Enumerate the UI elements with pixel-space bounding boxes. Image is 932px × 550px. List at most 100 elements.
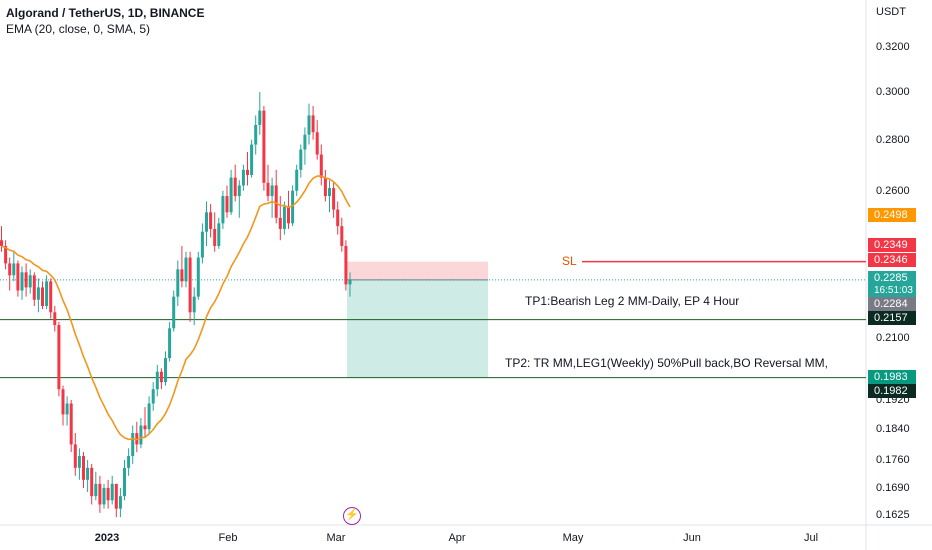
candle-down: [180, 269, 184, 282]
candle-down: [53, 312, 57, 326]
price-tick-label: 0.1625: [876, 509, 910, 521]
candle-up: [86, 467, 90, 480]
candle-up: [28, 275, 32, 288]
candle-down: [311, 115, 315, 133]
candle-up: [147, 403, 151, 430]
candle-up: [348, 279, 352, 285]
candle-down: [344, 245, 348, 285]
candle-up: [217, 223, 221, 246]
candle-down: [336, 209, 340, 227]
candle-up: [254, 124, 258, 145]
candle-down: [8, 263, 12, 276]
candle-up: [196, 257, 200, 297]
candle-up: [20, 272, 24, 291]
candle-down: [114, 483, 118, 509]
price-tick-label: 0.2800: [876, 133, 910, 146]
chart-title: Algorand / TetherUS, 1D, BINANCE: [6, 6, 205, 20]
time-tick-label: Mar: [326, 532, 346, 544]
price-tick-label: 0.1840: [876, 423, 910, 436]
candle-down: [233, 177, 237, 197]
price-tick-label: 0.1760: [876, 453, 910, 466]
candle-down: [143, 425, 147, 430]
price-tick-label: 0.2100: [876, 332, 910, 345]
candle-down: [315, 132, 319, 155]
ema-line: [1, 175, 351, 441]
candle-down: [24, 272, 28, 288]
candle-down: [332, 188, 336, 210]
stop-loss-zone: [347, 261, 488, 280]
candle-up: [299, 149, 303, 170]
candle-down: [32, 275, 36, 300]
candle-up: [36, 287, 40, 300]
ema-price-badge: 0.2498: [868, 208, 916, 222]
candle-up: [110, 483, 114, 501]
candle-up: [118, 496, 122, 509]
candle-down: [246, 169, 249, 175]
candle-down: [0, 240, 3, 246]
candle-up: [176, 269, 180, 297]
last-price-value: 0.2285: [874, 272, 908, 284]
candle-up: [250, 144, 254, 175]
candle-up: [307, 115, 311, 135]
sl-price-badge: 0.2346: [868, 253, 916, 267]
candle-up: [102, 487, 106, 505]
candle-down: [266, 182, 270, 197]
price-tick-label: 0.3000: [876, 86, 910, 98]
candle-down: [98, 483, 102, 505]
tp1-annotation: TP1:Bearish Leg 2 MM-Daily, EP 4 Hour: [525, 294, 740, 308]
candle-up: [291, 190, 295, 224]
candle-down: [340, 226, 344, 246]
candle-up: [172, 296, 176, 329]
last-price-badge: 0.2285 16:51:03: [868, 271, 916, 297]
candle-down: [278, 217, 282, 229]
candle-down: [73, 444, 77, 468]
candle-up: [139, 425, 143, 445]
candle-down: [16, 263, 20, 291]
candle-up: [155, 371, 159, 390]
candle-down: [159, 371, 163, 383]
candle-up: [123, 467, 126, 497]
candle-up: [205, 212, 208, 232]
price-tick-label: 0.1690: [876, 481, 910, 494]
price-tick-label: 0.2600: [876, 184, 910, 197]
candle-up: [192, 296, 196, 313]
tp1-price-badge: 0.2157: [868, 311, 916, 325]
time-tick-label: Jun: [683, 532, 701, 544]
candle-down: [90, 467, 94, 497]
lightning-icon[interactable]: ⚡: [343, 507, 361, 525]
candle-up: [45, 281, 49, 306]
tp2-alt-price-badge: 0.1982: [868, 384, 916, 398]
candle-down: [225, 196, 229, 213]
time-tick-label: May: [562, 532, 584, 544]
candle-up: [151, 389, 155, 404]
time-tick-label: 2023: [94, 532, 120, 544]
take-profit-zone: [347, 279, 488, 378]
candle-up: [127, 456, 131, 468]
time-tick-label: Jul: [803, 532, 819, 544]
candle-down: [69, 403, 73, 445]
candle-down: [61, 389, 65, 415]
candle-up: [164, 358, 167, 383]
candle-down: [319, 154, 323, 178]
candle-down: [287, 206, 290, 224]
candle-up: [241, 169, 245, 186]
stop-loss-label: SL: [562, 254, 577, 268]
prev-close-badge: 0.2284: [868, 297, 916, 311]
candle-up: [65, 403, 69, 415]
price-axis-unit: USDT: [876, 6, 906, 18]
candle-up: [303, 134, 307, 150]
candle-down: [49, 281, 53, 313]
candle-up: [94, 483, 98, 497]
tp2-price-badge: 0.1983: [868, 370, 916, 384]
candle-down: [323, 177, 327, 197]
candle-down: [188, 257, 192, 313]
candle-up: [328, 188, 331, 197]
candle-up: [229, 177, 233, 213]
candle-down: [57, 325, 61, 390]
candle-down: [209, 212, 213, 229]
candle-down: [106, 487, 110, 501]
candle-down: [82, 456, 85, 480]
candle-up: [77, 456, 81, 468]
candle-down: [213, 228, 217, 246]
